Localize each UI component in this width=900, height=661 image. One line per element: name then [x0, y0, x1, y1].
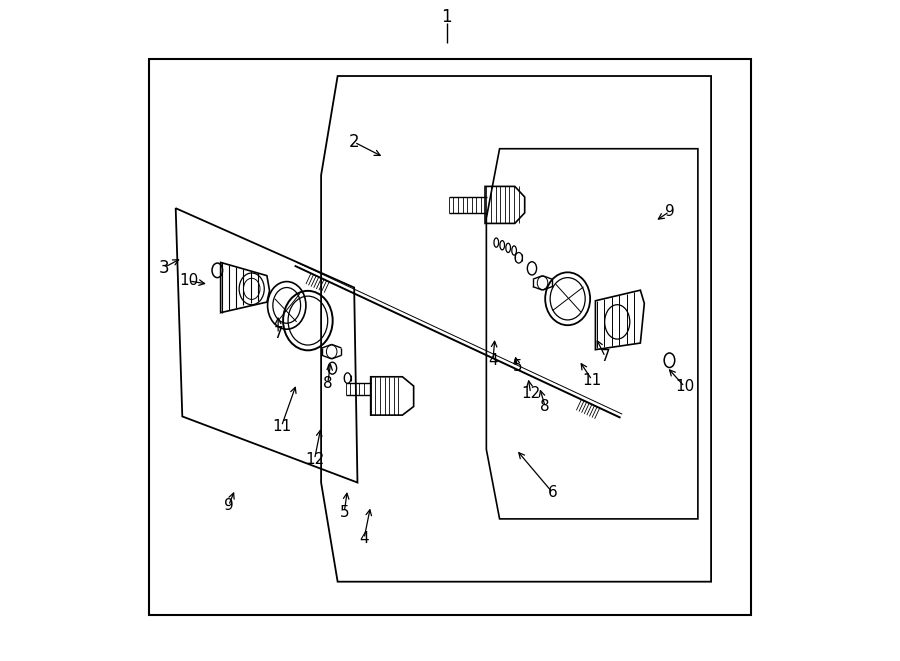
Text: 4: 4 — [488, 353, 498, 368]
Text: 3: 3 — [158, 258, 169, 277]
Text: 11: 11 — [272, 419, 291, 434]
Bar — [149, 59, 751, 615]
Text: 5: 5 — [339, 505, 349, 520]
Text: 9: 9 — [664, 204, 674, 219]
Text: 8: 8 — [323, 376, 332, 391]
Text: 8: 8 — [540, 399, 550, 414]
Text: 5: 5 — [513, 360, 522, 374]
Text: 11: 11 — [582, 373, 602, 387]
Text: 10: 10 — [675, 379, 694, 394]
Text: 9: 9 — [224, 498, 233, 513]
Text: 12: 12 — [521, 386, 540, 401]
Text: 12: 12 — [305, 452, 324, 467]
Text: 1: 1 — [441, 7, 452, 26]
Text: 4: 4 — [359, 531, 369, 546]
Text: 2: 2 — [349, 133, 359, 151]
Text: 7: 7 — [274, 327, 283, 341]
Text: 10: 10 — [179, 274, 199, 288]
Text: 7: 7 — [600, 350, 610, 364]
Text: 6: 6 — [547, 485, 557, 500]
